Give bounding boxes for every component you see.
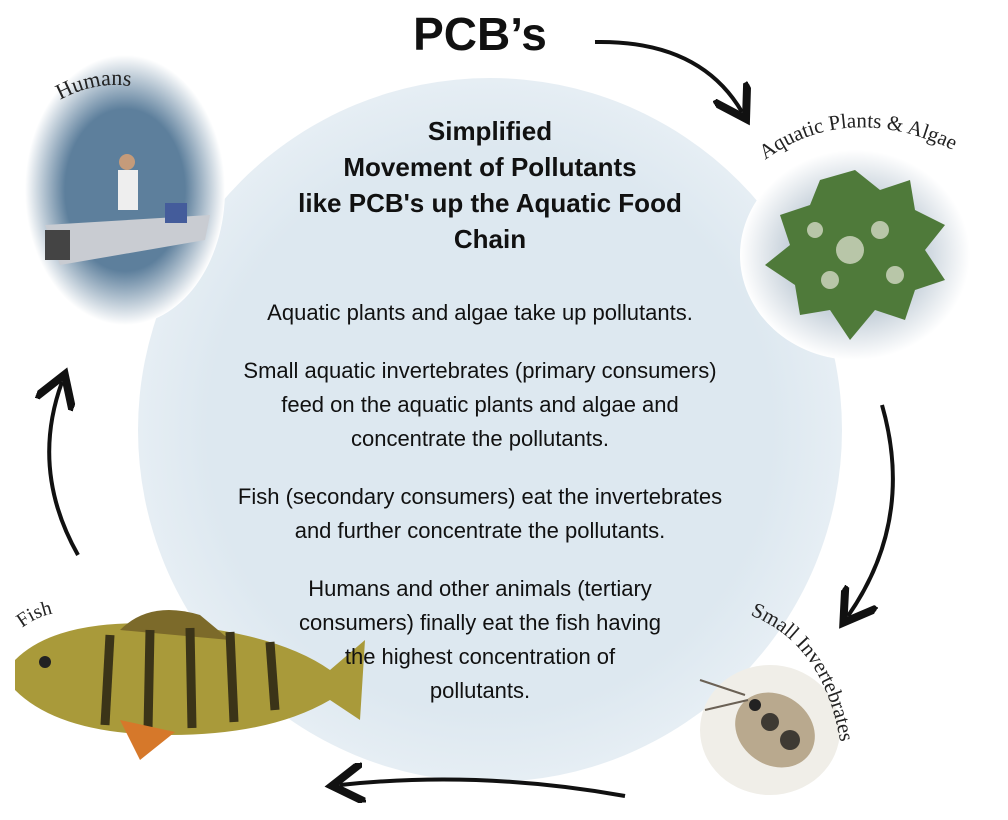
node-label: Fish xyxy=(12,597,54,632)
paragraph-line: pollutants. xyxy=(430,678,530,703)
paragraph-line: and further concentrate the pollutants. xyxy=(295,518,666,543)
paragraph-line: Aquatic plants and algae take up polluta… xyxy=(267,300,693,325)
paragraph-line: Fish (secondary consumers) eat the inver… xyxy=(238,484,722,509)
diagram: PCB’s Humans Aquatic Plants & Algae Smal… xyxy=(0,0,1008,820)
center-heading-line: like PCB's up the Aquatic Food xyxy=(298,188,682,218)
center-text: Simplified Movement of Pollutants like PCB… xyxy=(238,116,722,703)
humans-image xyxy=(25,55,225,325)
paragraph-line: Small aquatic invertebrates (primary con… xyxy=(243,358,716,383)
center-heading-line: Simplified xyxy=(428,116,552,146)
paragraph-line: concentrate the pollutants. xyxy=(351,426,609,451)
paragraph-line: consumers) finally eat the fish having xyxy=(299,610,661,635)
center-heading-line: Chain xyxy=(454,224,526,254)
paragraph-line: Humans and other animals (tertiary xyxy=(308,576,652,601)
title: PCB’s xyxy=(413,8,547,60)
paragraph-line: feed on the aquatic plants and algae and xyxy=(281,392,679,417)
center-heading-line: Movement of Pollutants xyxy=(343,152,636,182)
node-label-text: Fish xyxy=(12,597,54,632)
paragraph-line: the highest concentration of xyxy=(345,644,616,669)
algae-image xyxy=(740,150,970,360)
